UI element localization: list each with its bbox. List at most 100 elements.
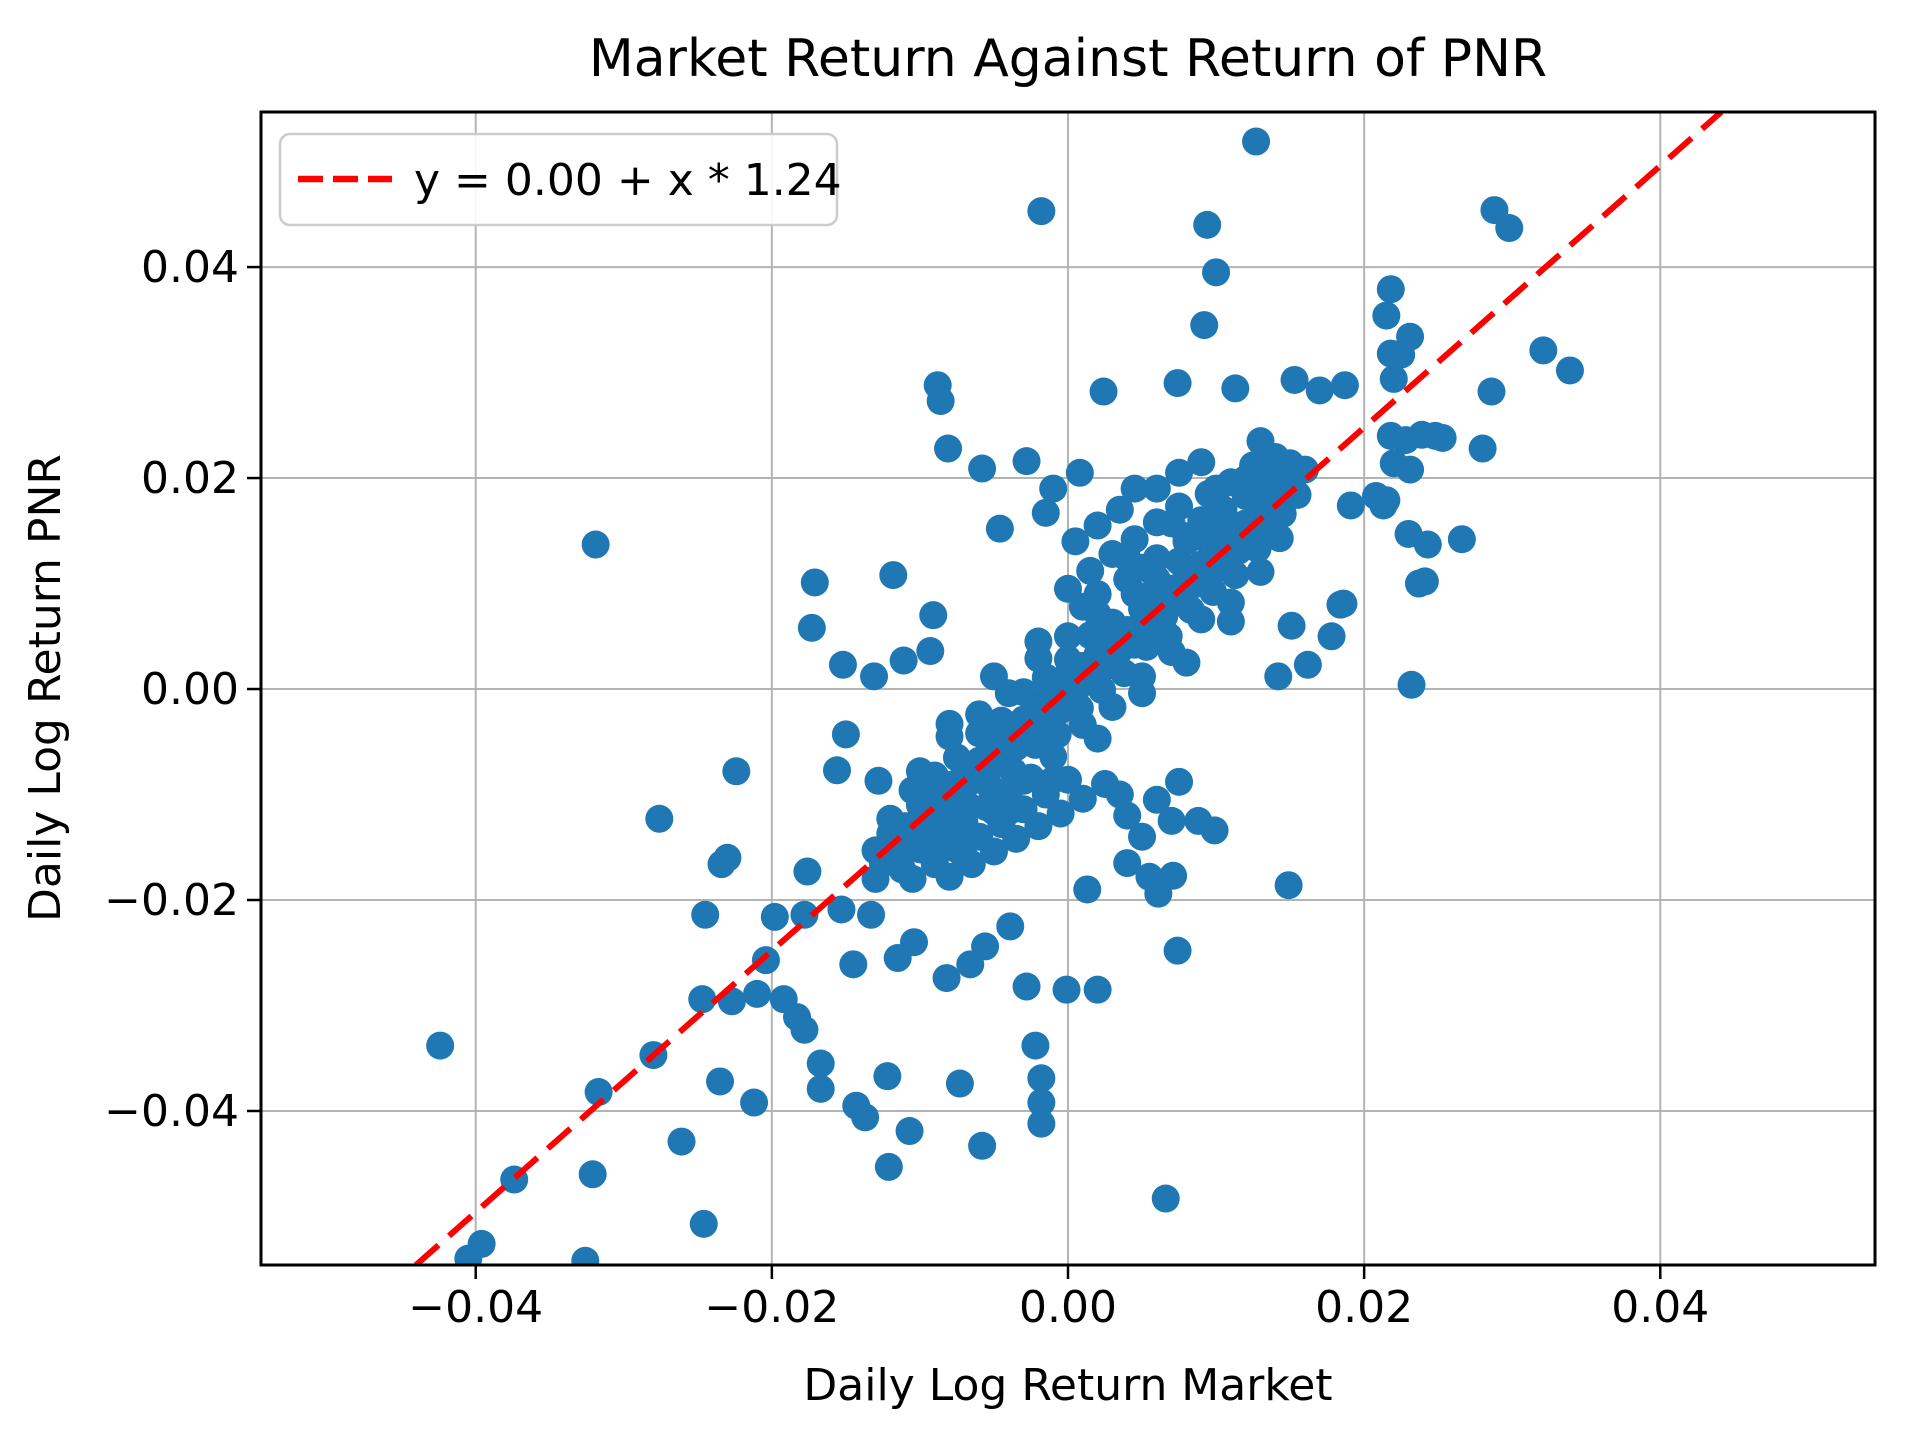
data-point — [1024, 812, 1053, 841]
data-point — [1193, 210, 1222, 239]
data-point — [1163, 936, 1192, 965]
legend: y = 0.00 + x * 1.24 — [278, 132, 842, 227]
y-tick-label: −0.02 — [104, 875, 239, 926]
data-point — [1054, 765, 1082, 794]
data-point — [1246, 427, 1275, 456]
data-point — [1277, 611, 1306, 640]
data-point — [1397, 670, 1426, 699]
data-point — [1002, 824, 1031, 853]
data-point — [932, 964, 961, 993]
data-point — [1376, 275, 1405, 304]
data-point — [1105, 780, 1134, 809]
x-tick-label: 0.04 — [1611, 1282, 1709, 1333]
data-point — [1246, 557, 1275, 586]
data-point — [797, 613, 826, 642]
data-point — [1529, 336, 1558, 365]
data-point — [1083, 724, 1112, 753]
data-point — [1274, 871, 1303, 900]
data-point — [1216, 607, 1245, 636]
x-tick-label: −0.02 — [704, 1282, 839, 1333]
data-point — [942, 743, 971, 772]
data-point — [1039, 474, 1068, 503]
data-point — [1264, 662, 1293, 691]
data-point — [1396, 455, 1425, 484]
data-point — [1128, 822, 1157, 851]
data-point — [968, 454, 997, 483]
data-point — [1043, 720, 1072, 749]
data-point — [806, 1049, 835, 1078]
data-point — [751, 946, 780, 975]
data-point — [935, 709, 964, 738]
data-point — [1200, 816, 1229, 845]
data-point — [1031, 498, 1060, 527]
data-point — [1054, 645, 1082, 674]
data-point — [945, 1069, 974, 1098]
data-point — [827, 895, 856, 924]
data-point — [1054, 622, 1082, 651]
data-point — [965, 700, 994, 729]
data-point — [898, 864, 927, 893]
data-point — [1187, 605, 1216, 634]
data-point — [1172, 648, 1201, 677]
x-tick-label: 0.02 — [1315, 1282, 1413, 1333]
y-axis-label: Daily Log Return PNR — [20, 454, 71, 922]
axis-ticks: −0.04 −0.02 0.00 0.02 0.04 −0.04 −0.02 0.00 0.02… — [104, 242, 1709, 1333]
data-point — [1202, 258, 1231, 287]
data-point — [1336, 491, 1365, 520]
data-point — [828, 650, 857, 679]
data-point — [1231, 478, 1260, 507]
data-point — [1165, 767, 1194, 796]
data-point — [1280, 365, 1309, 394]
data-point — [1083, 511, 1112, 540]
data-point — [1283, 480, 1312, 509]
data-point — [1165, 492, 1194, 521]
data-point — [1187, 448, 1216, 477]
data-point — [987, 706, 1016, 735]
x-tick-label: −0.04 — [408, 1282, 543, 1333]
x-axis-label: Daily Log Return Market — [803, 1360, 1332, 1411]
data-point — [793, 857, 822, 886]
data-point — [996, 912, 1025, 941]
data-point — [1305, 376, 1334, 405]
data-point — [1046, 799, 1075, 828]
regression-line — [414, 112, 1724, 1265]
data-point — [1221, 374, 1250, 403]
data-point — [968, 1131, 997, 1160]
data-point — [985, 514, 1014, 543]
data-point — [861, 864, 890, 893]
data-point — [957, 850, 986, 879]
data-point — [1239, 516, 1268, 545]
data-point — [1404, 569, 1433, 598]
data-point — [889, 646, 918, 675]
data-point — [689, 1209, 718, 1238]
data-point — [1495, 214, 1524, 243]
data-point — [1163, 369, 1192, 398]
data-point — [578, 1160, 607, 1189]
data-point — [1172, 527, 1201, 556]
data-point — [1165, 458, 1194, 487]
data-point — [1242, 127, 1271, 156]
data-point — [1083, 975, 1112, 1004]
data-point — [1076, 621, 1105, 650]
data-point — [688, 985, 717, 1014]
data-point — [934, 434, 963, 463]
data-point — [1555, 356, 1584, 385]
data-point — [1076, 556, 1105, 585]
data-point — [879, 561, 908, 590]
data-point — [1120, 474, 1149, 503]
data-point — [1027, 197, 1056, 226]
data-point — [800, 568, 829, 597]
data-point — [874, 1152, 903, 1181]
y-tick-label: −0.04 — [104, 1086, 239, 1137]
data-point — [935, 862, 964, 891]
data-point — [1477, 377, 1506, 406]
data-point — [1265, 524, 1294, 553]
data-point — [1379, 364, 1408, 393]
data-point — [1027, 1064, 1056, 1093]
data-point — [1113, 801, 1142, 830]
data-point — [1065, 458, 1094, 487]
data-point — [1027, 1088, 1056, 1117]
data-point — [979, 837, 1008, 866]
